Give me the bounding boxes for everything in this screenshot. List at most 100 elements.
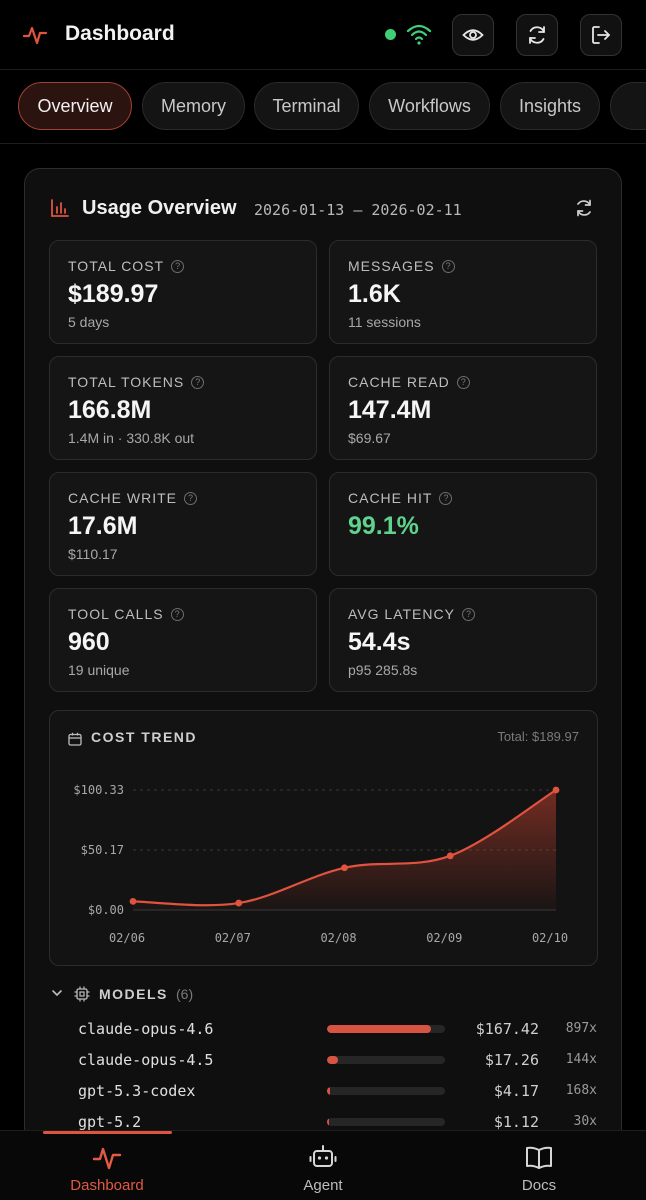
- help-icon[interactable]: ?: [461, 607, 475, 621]
- tab-workflows[interactable]: Workflows: [369, 82, 490, 130]
- stat-label: TOTAL COST: [68, 258, 165, 274]
- stat-value: 1.6K: [348, 280, 401, 308]
- model-cost-bar: [327, 1025, 445, 1033]
- model-cost-bar-fill: [327, 1056, 338, 1064]
- model-cost: $17.26: [484, 1051, 539, 1069]
- tab-terminal[interactable]: Terminal: [254, 82, 359, 130]
- stat-value: 166.8M: [68, 396, 152, 424]
- tab-insights[interactable]: Insights: [500, 82, 600, 130]
- stat-label: CACHE WRITE: [68, 490, 177, 506]
- x-tick-label: 02/09: [426, 931, 462, 945]
- stat-sub: p95 285.8s: [348, 662, 418, 678]
- visibility-button[interactable]: [452, 14, 494, 56]
- cost-area: [133, 790, 556, 910]
- cost-trend-panel: COST TREND Total: $189.97 $0.00 $50.17 $10…: [49, 710, 598, 966]
- tab-overview[interactable]: Overview: [18, 82, 132, 130]
- date-range: 2026-01-13 — 2026-02-11: [254, 201, 462, 219]
- tab-bar: Overview Memory Terminal Workflows Insig…: [0, 70, 646, 144]
- bottom-navigation: Dashboard Agent Docs: [0, 1130, 646, 1200]
- stat-value: $189.97: [68, 280, 159, 308]
- logout-button[interactable]: [580, 14, 622, 56]
- y-tick-label: $0.00: [88, 903, 124, 917]
- model-cost-bar-fill: [327, 1025, 431, 1033]
- cost-trend-title: COST TREND: [91, 729, 197, 745]
- model-row: gpt-5.3-codex $4.17 168x: [25, 1079, 621, 1103]
- model-row: claude-opus-4.6 $167.42 897x: [25, 1017, 621, 1041]
- model-row: gpt-5.2 $1.12 30x: [25, 1110, 621, 1134]
- help-icon[interactable]: ?: [170, 607, 184, 621]
- stat-sub: 11 sessions: [348, 314, 421, 330]
- stat-sub: $69.67: [348, 430, 391, 446]
- model-cost-bar-fill: [327, 1087, 330, 1095]
- nav-dashboard[interactable]: Dashboard: [42, 1141, 172, 1197]
- nav-label: Agent: [303, 1177, 343, 1194]
- stat-tool-calls: TOOL CALLS? 960 19 unique: [49, 588, 317, 692]
- data-point: [235, 899, 243, 907]
- refresh-button[interactable]: [516, 14, 558, 56]
- stat-sub: 19 unique: [68, 662, 130, 678]
- help-icon[interactable]: ?: [184, 491, 197, 505]
- robot-icon: [309, 1145, 337, 1167]
- x-tick-label: 02/08: [320, 931, 356, 945]
- stat-cache-write: CACHE WRITE? 17.6M $110.17: [49, 472, 317, 576]
- model-cost-bar-fill: [327, 1118, 329, 1126]
- usage-title: Usage Overview: [82, 197, 237, 219]
- models-title: MODELS: [99, 986, 168, 1002]
- model-cost-bar: [327, 1118, 445, 1126]
- data-point: [129, 897, 137, 905]
- data-point: [446, 852, 454, 860]
- app-title: Dashboard: [65, 22, 175, 45]
- model-cost: $1.12: [493, 1113, 539, 1131]
- book-icon: [526, 1146, 552, 1169]
- cost-trend-chart: $0.00 $50.17 $100.33 02/06 02/07 02/08 02/09 02…: [73, 783, 568, 945]
- cost-trend-total: Total: $189.97: [497, 729, 579, 744]
- help-icon[interactable]: ?: [191, 375, 205, 389]
- stat-label: AVG LATENCY: [348, 606, 455, 622]
- logout-icon: [592, 26, 610, 44]
- active-tab-indicator: [43, 1131, 172, 1134]
- stat-messages: MESSAGES? 1.6K 11 sessions: [329, 240, 597, 344]
- stat-total-tokens: TOTAL TOKENS? 166.8M 1.4M in · 330.8K ou…: [49, 356, 317, 460]
- stat-cache-read: CACHE READ? 147.4M $69.67: [329, 356, 597, 460]
- activity-icon: [22, 26, 48, 45]
- models-count: (6): [176, 986, 194, 1002]
- tab-memory[interactable]: Memory: [142, 82, 245, 130]
- calendar-icon: [68, 732, 82, 746]
- x-tick-label: 02/10: [532, 931, 568, 945]
- help-icon[interactable]: ?: [456, 375, 470, 389]
- model-call-count: 168x: [565, 1083, 597, 1098]
- stat-label: CACHE READ: [348, 374, 450, 390]
- data-point: [552, 786, 560, 794]
- activity-icon: [92, 1147, 122, 1170]
- chevron-down-icon[interactable]: [51, 987, 63, 999]
- stat-value: 960: [68, 628, 110, 656]
- model-call-count: 897x: [565, 1021, 597, 1036]
- model-name: claude-opus-4.6: [78, 1020, 214, 1038]
- stat-label: MESSAGES: [348, 258, 435, 274]
- wifi-icon: [406, 24, 432, 45]
- nav-label: Docs: [521, 1177, 557, 1194]
- help-icon[interactable]: ?: [439, 491, 453, 505]
- cpu-icon: [74, 986, 90, 1002]
- stat-sub: 1.4M in · 330.8K out: [68, 430, 195, 446]
- tab-overflow[interactable]: [610, 82, 646, 130]
- stat-value: 99.1%: [348, 512, 419, 540]
- model-cost: $167.42: [475, 1020, 539, 1038]
- model-call-count: 144x: [565, 1052, 597, 1067]
- stat-sub: $110.17: [68, 546, 118, 562]
- refresh-icon[interactable]: [573, 197, 595, 219]
- stat-cache-hit: CACHE HIT? 99.1%: [329, 472, 597, 576]
- model-name: claude-opus-4.5: [78, 1051, 214, 1069]
- bar-chart-icon: [51, 199, 69, 217]
- x-tick-label: 02/06: [109, 931, 145, 945]
- help-icon[interactable]: ?: [171, 259, 185, 273]
- connection-status-dot: [385, 29, 396, 40]
- model-row: claude-opus-4.5 $17.26 144x: [25, 1048, 621, 1072]
- help-icon[interactable]: ?: [441, 259, 455, 273]
- nav-docs[interactable]: Docs: [474, 1141, 604, 1197]
- stat-avg-latency: AVG LATENCY? 54.4s p95 285.8s: [329, 588, 597, 692]
- nav-label: Dashboard: [70, 1177, 144, 1194]
- nav-agent[interactable]: Agent: [258, 1141, 388, 1197]
- y-tick-label: $50.17: [81, 843, 124, 857]
- model-cost: $4.17: [493, 1082, 539, 1100]
